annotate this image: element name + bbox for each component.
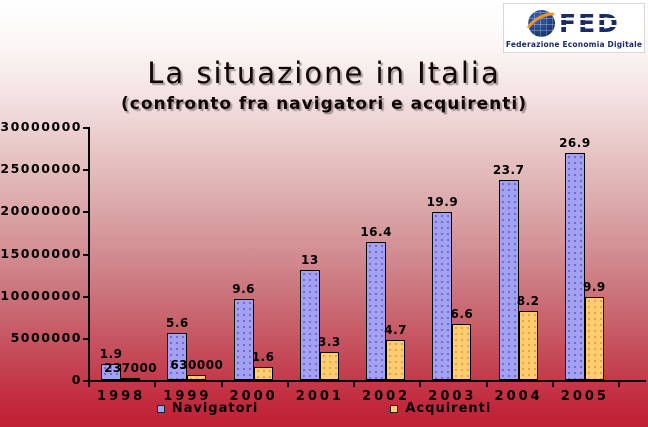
bar-value-label: 26.9 xyxy=(559,136,591,150)
logo-stripe xyxy=(559,17,620,20)
bar-value-label: 9.6 xyxy=(232,282,255,296)
bar-value-label: 3.3 xyxy=(317,335,341,349)
bar-acquirenti-2004 xyxy=(518,311,538,380)
x-axis-tick xyxy=(485,382,488,387)
y-axis-tick xyxy=(83,253,88,256)
globe-icon xyxy=(520,6,568,46)
x-axis-tick xyxy=(286,382,289,387)
fed-wordmark: FED xyxy=(559,11,620,36)
y-axis-tick xyxy=(83,295,88,298)
chart-legend: Navigatori Acquirenti xyxy=(0,401,648,416)
y-tick-label: 30000000 xyxy=(0,119,82,134)
bar-value-label: 1.6 xyxy=(251,350,275,364)
fed-wordmark-text: FED xyxy=(559,8,620,38)
y-axis-tick xyxy=(83,127,88,129)
page-title: La situazione in Italia xyxy=(147,56,501,90)
y-tick-label: 0 xyxy=(71,372,82,387)
x-axis-tick xyxy=(353,382,355,387)
bar-navigatori-2000 xyxy=(233,299,254,380)
bar-chart: 30000000 25000000 20000000 15000000 10000000… xyxy=(0,115,648,427)
bar-value-label: 23.7 xyxy=(492,163,525,177)
y-tick-label: 20000000 xyxy=(0,203,82,219)
bar-value-label: 6.6 xyxy=(450,307,474,321)
x-category-label: 1998 xyxy=(97,389,146,404)
legend-item-navigatori: Navigatori xyxy=(156,401,259,416)
bar-acquirenti-2005 xyxy=(584,297,604,380)
bar-value-label: 630000 xyxy=(170,358,224,372)
bar-navigatori-2004 xyxy=(498,180,519,380)
bar-acquirenti-2003 xyxy=(452,324,472,380)
bar-value-label: 4.7 xyxy=(384,323,407,337)
y-axis-tick xyxy=(83,169,88,172)
bar-navigatori-1999 xyxy=(167,333,188,380)
x-axis-line xyxy=(88,380,646,382)
bar-navigatori-1998 xyxy=(101,364,122,380)
logo-caption: Federazione Economia Digitale xyxy=(505,40,643,49)
x-category-label: 2003 xyxy=(428,389,477,404)
bar-value-label: 5.6 xyxy=(165,316,189,330)
y-tick-label: 15000000 xyxy=(0,245,82,261)
y-axis-tick xyxy=(83,337,88,340)
bar-acquirenti-1999 xyxy=(187,375,207,380)
bar-acquirenti-2002 xyxy=(386,340,406,380)
y-axis-tick xyxy=(83,211,88,214)
bar-value-label: 1.9 xyxy=(99,347,123,361)
x-category-label: 2004 xyxy=(494,389,543,404)
legend-swatch-icon xyxy=(390,404,399,413)
x-category-label: 2001 xyxy=(295,389,344,404)
y-axis-line xyxy=(88,127,90,382)
x-axis-tick xyxy=(154,382,157,387)
x-axis-tick xyxy=(419,382,422,387)
bar-value-label: 13 xyxy=(301,253,319,267)
bar-navigatori-2001 xyxy=(299,270,320,380)
bar-value-label: 237000 xyxy=(104,361,158,375)
x-axis-tick xyxy=(88,382,90,387)
x-category-label: 2005 xyxy=(560,389,609,404)
x-category-label: 1999 xyxy=(163,389,212,404)
bar-acquirenti-1998 xyxy=(121,378,141,380)
y-tick-label: 5000000 xyxy=(10,329,82,345)
x-axis-tick xyxy=(220,382,223,387)
x-axis-tick xyxy=(551,382,554,387)
bar-navigatori-2003 xyxy=(432,212,453,380)
bar-navigatori-2002 xyxy=(366,242,387,380)
x-category-label: 2000 xyxy=(229,389,278,404)
fed-logo: FED Federazione Economia Digitale xyxy=(503,3,645,53)
legend-label: Navigatori xyxy=(171,401,259,416)
legend-swatch-icon xyxy=(156,404,165,413)
y-tick-label: 25000000 xyxy=(0,161,82,177)
x-category-label: 2002 xyxy=(362,389,411,404)
bar-navigatori-2005 xyxy=(564,153,585,380)
x-axis-tick xyxy=(618,382,620,387)
y-tick-label: 10000000 xyxy=(0,287,82,303)
bar-value-label: 8.2 xyxy=(516,294,540,308)
bar-acquirenti-2001 xyxy=(319,352,339,380)
logo-stripe xyxy=(559,24,620,27)
y-axis-tick xyxy=(83,380,88,382)
page-subtitle: (confronto fra navigatori e acquirenti) xyxy=(121,94,527,114)
bar-value-label: 19.9 xyxy=(426,195,459,209)
bar-acquirenti-2000 xyxy=(253,367,273,380)
bar-value-label: 9.9 xyxy=(582,280,606,294)
bar-value-label: 16.4 xyxy=(360,225,392,239)
legend-label: Acquirenti xyxy=(405,401,492,416)
legend-item-acquirenti: Acquirenti xyxy=(390,401,491,416)
